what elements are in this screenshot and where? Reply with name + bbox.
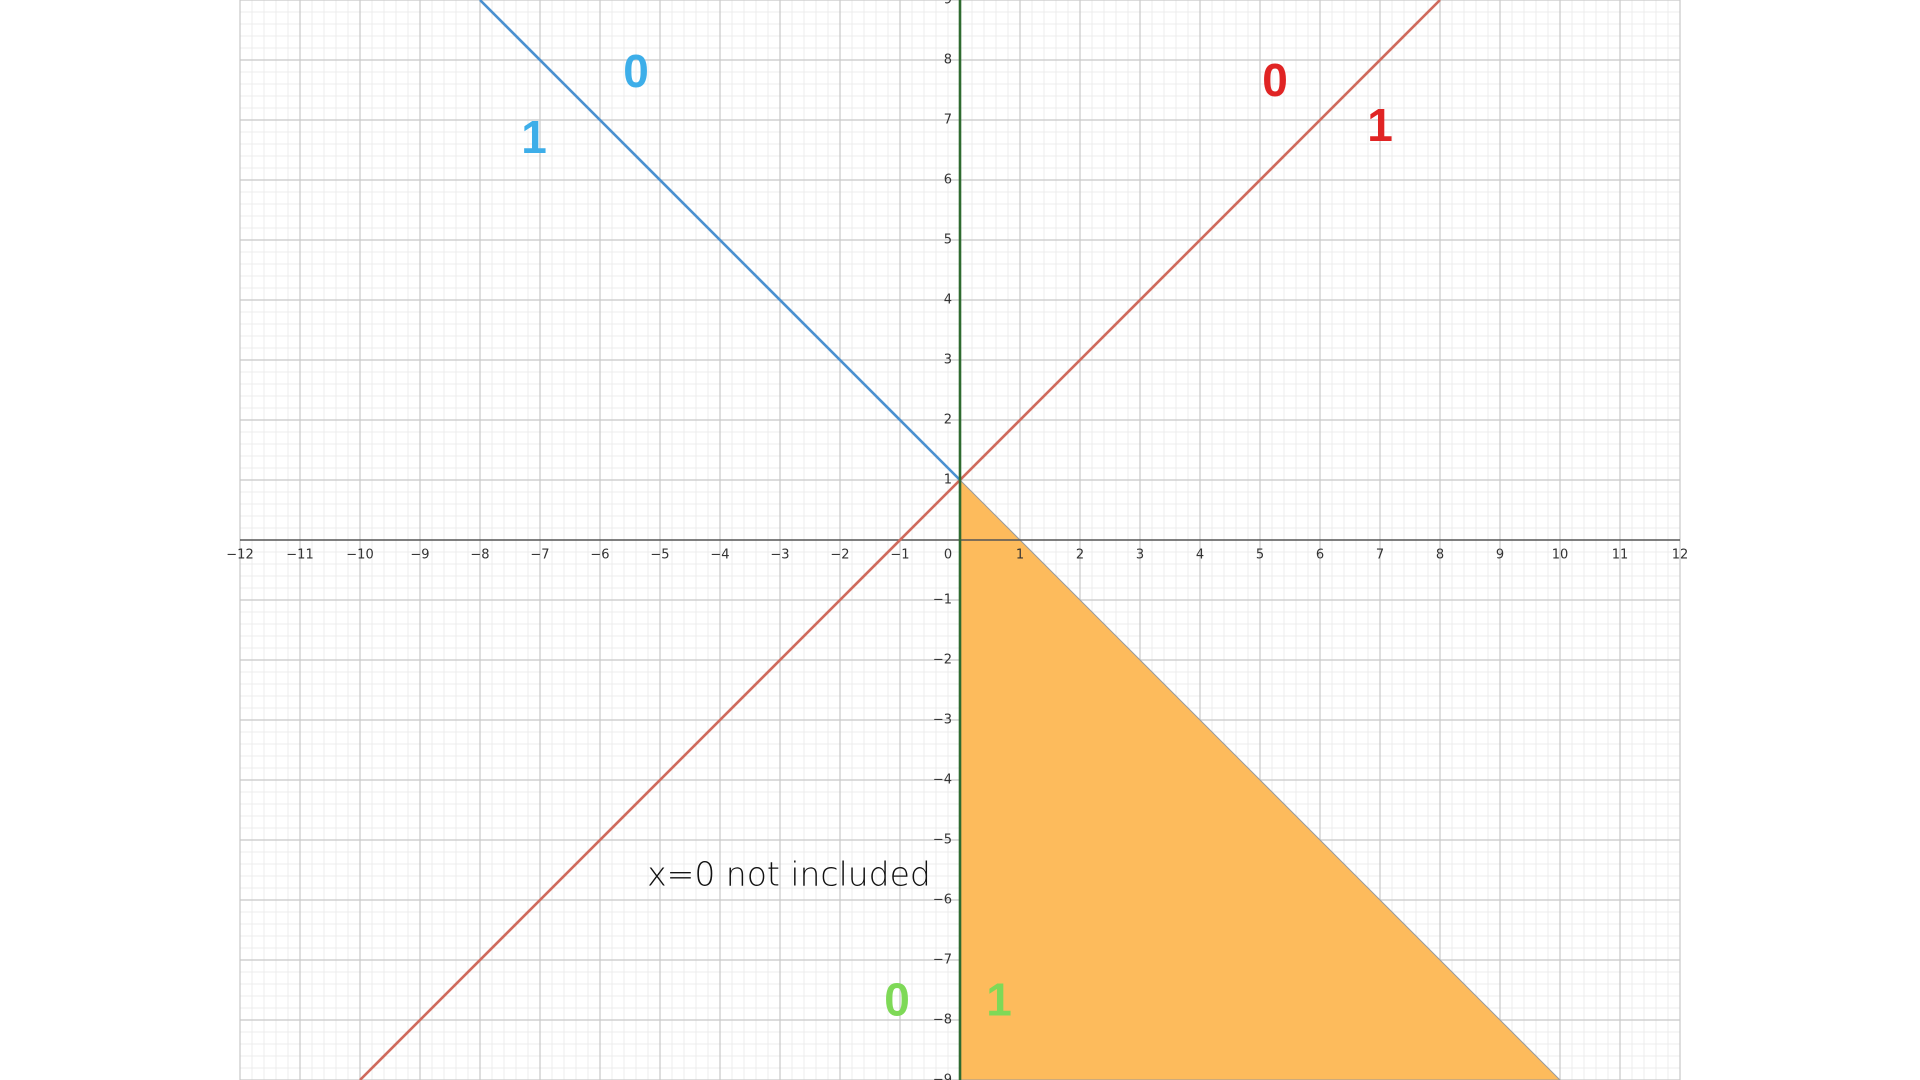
- y-tick-label: −4: [933, 773, 952, 788]
- x-tick-label: 8: [1436, 548, 1444, 563]
- x-tick-label: −6: [590, 548, 609, 563]
- y-tick-label: 7: [944, 113, 952, 128]
- x-tick-label: −1: [890, 548, 909, 563]
- region-label: 0: [1262, 54, 1288, 106]
- x-tick-label: −3: [770, 548, 789, 563]
- y-tick-label: 6: [944, 173, 952, 188]
- x-tick-label: 10: [1552, 548, 1569, 563]
- y-tick-label: 3: [944, 353, 952, 368]
- y-tick-label: 8: [944, 53, 952, 68]
- x-tick-label: 11: [1612, 548, 1629, 563]
- region-label: 0: [623, 45, 649, 97]
- y-tick-label: −1: [933, 593, 952, 608]
- y-tick-label: −3: [933, 713, 952, 728]
- x-tick-label: −11: [286, 548, 313, 563]
- y-tick-label: −8: [933, 1013, 952, 1028]
- y-tick-label: 5: [944, 233, 952, 248]
- x-tick-label: −7: [530, 548, 549, 563]
- region-label: 0: [884, 973, 910, 1025]
- x-tick-label: −8: [470, 548, 489, 563]
- y-tick-label: −5: [933, 833, 952, 848]
- region-label: 1: [986, 973, 1012, 1025]
- y-tick-label: 2: [944, 413, 952, 428]
- y-tick-label: −6: [933, 893, 952, 908]
- x-tick-label: 5: [1256, 548, 1264, 563]
- x-tick-label: −5: [650, 548, 669, 563]
- note-label: x=0 not included: [647, 855, 931, 894]
- y-tick-label: −2: [933, 653, 952, 668]
- y-tick-label: −9: [933, 1073, 952, 1080]
- x-tick-label: 6: [1316, 548, 1324, 563]
- x-tick-label: 3: [1136, 548, 1144, 563]
- x-tick-label: 2: [1076, 548, 1084, 563]
- region-label: 1: [521, 111, 547, 163]
- x-tick-label: 7: [1376, 548, 1384, 563]
- x-tick-label: −9: [410, 548, 429, 563]
- x-tick-label: −2: [830, 548, 849, 563]
- x-tick-label: −10: [346, 548, 373, 563]
- region-label: 1: [1367, 99, 1393, 151]
- x-tick-label: 12: [1672, 548, 1689, 563]
- x-tick-label: 4: [1196, 548, 1204, 563]
- x-tick-label: −12: [226, 548, 253, 563]
- x-tick-label: 1: [1016, 548, 1024, 563]
- function-line: [359, 0, 1441, 1080]
- x-tick-label: 0: [944, 548, 952, 563]
- y-tick-label: −7: [933, 953, 952, 968]
- function-line: [479, 0, 961, 481]
- y-tick-label: 9: [944, 0, 952, 8]
- x-tick-label: 9: [1496, 548, 1504, 563]
- y-tick-label: 4: [944, 293, 952, 308]
- x-tick-label: −4: [710, 548, 729, 563]
- y-tick-label: 1: [944, 473, 952, 488]
